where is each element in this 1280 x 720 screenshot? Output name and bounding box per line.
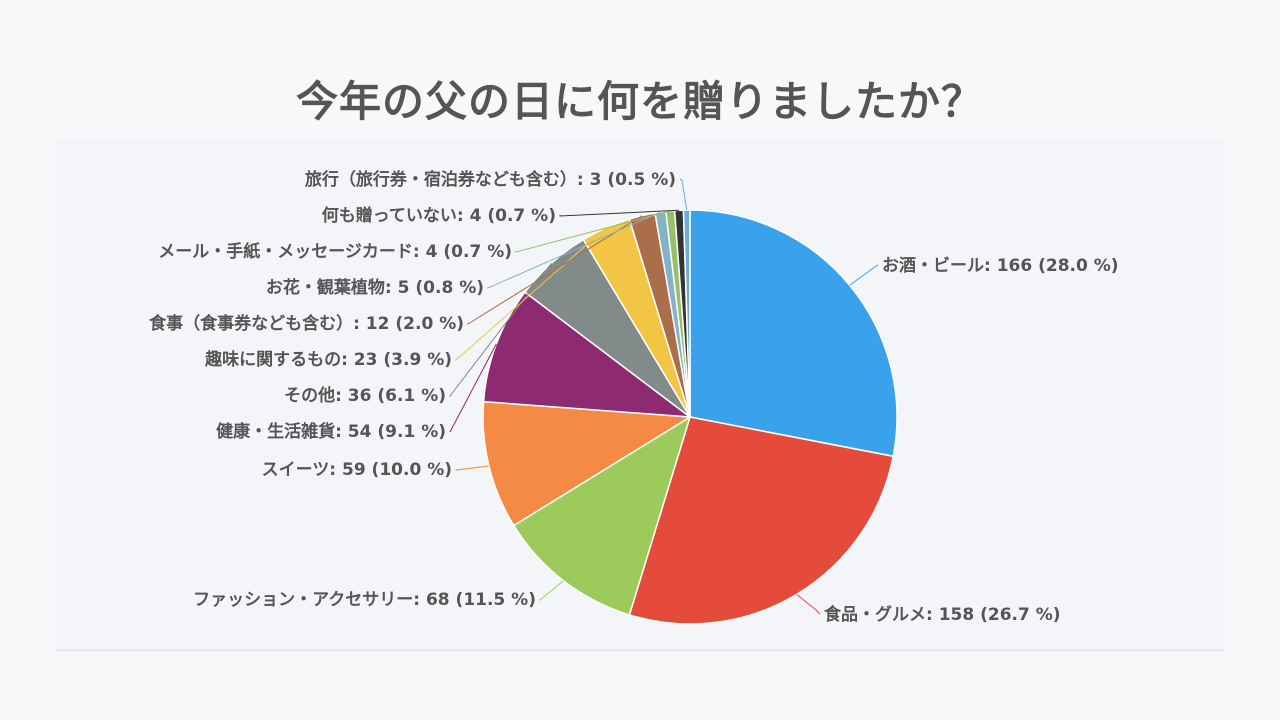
leader-line [455,465,489,471]
leader-line [559,209,680,217]
slice-label: 健康・生活雑貨: 54 (9.1 %) [216,421,446,442]
pie-slice [689,209,898,458]
pie-slice [512,415,692,616]
leader-line [515,210,671,253]
leader-line [449,262,552,398]
leader-line [467,215,643,325]
leader-line [849,264,879,286]
leader-line [796,594,821,615]
leader-line [455,227,607,362]
chart-panel: お酒・ビール: 166 (28.0 %) 食品・グルメ: 158 (26.7 %)… [56,138,1224,651]
slice-label: お酒・ビール: 166 (28.0 %) [882,255,1119,276]
leader-line [449,343,497,433]
leader-line [487,211,661,289]
pie-slice [482,400,693,527]
slice-label: お花・観葉植物: 5 (0.8 %) [266,277,484,298]
slice-label: 何も贈っていない: 4 (0.7 %) [322,205,556,226]
slice-label: メール・手紙・メッセージカード: 4 (0.7 %) [158,241,512,262]
pie-slice [628,416,895,625]
slice-label: 旅行（旅行券・宿泊券なども含む）: 3 (0.5 %) [305,169,676,190]
slice-label: 食品・グルメ: 158 (26.7 %) [824,604,1061,625]
slice-label: 食事（食事券なども含む）: 12 (2.0 %) [149,313,464,334]
pie-chart: お酒・ビール: 166 (28.0 %) 食品・グルメ: 158 (26.7 %)… [149,169,1119,625]
slice-label: スイーツ: 59 (10.0 %) [262,460,452,480]
slice-label: 趣味に関するもの: 23 (3.9 %) [204,349,452,370]
leader-line [679,178,688,211]
leader-line [539,580,564,602]
slice-label: その他: 36 (6.1 %) [284,385,446,406]
slice-label: ファッション・アクセサリー: 68 (11.5 %) [193,590,536,610]
chart-title: 今年の父の日に何を贈りましたか？ [295,77,984,126]
